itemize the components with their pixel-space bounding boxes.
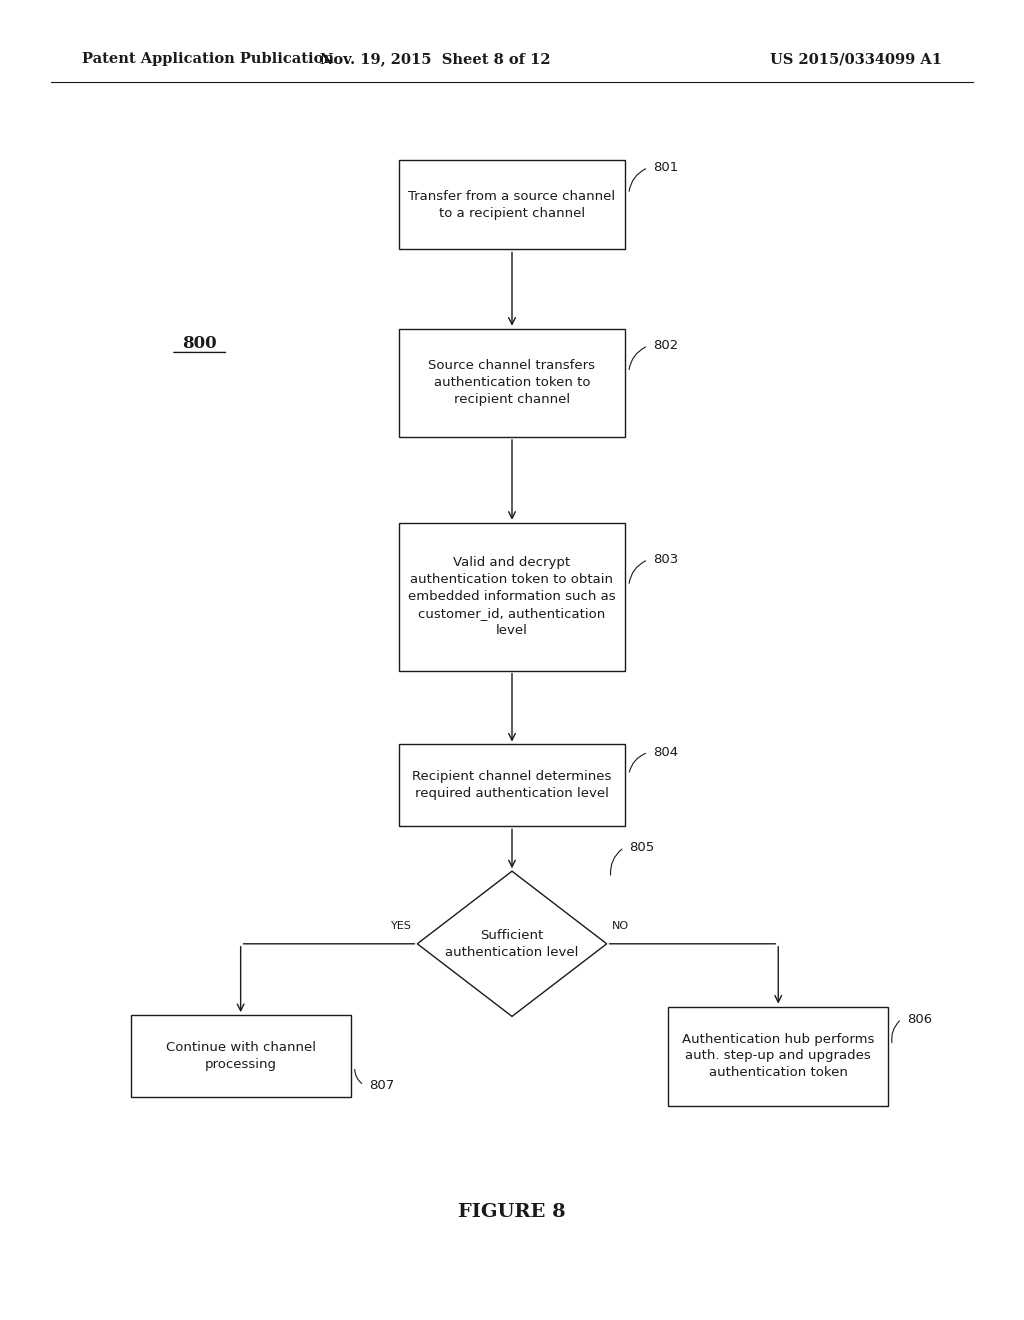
FancyBboxPatch shape (668, 1006, 888, 1106)
Text: Authentication hub performs
auth. step-up and upgrades
authentication token: Authentication hub performs auth. step-u… (682, 1032, 874, 1080)
Text: YES: YES (391, 920, 412, 931)
Text: Valid and decrypt
authentication token to obtain
embedded information such as
cu: Valid and decrypt authentication token t… (409, 556, 615, 638)
Text: 800: 800 (182, 335, 217, 351)
Text: 802: 802 (653, 339, 679, 352)
Text: Nov. 19, 2015  Sheet 8 of 12: Nov. 19, 2015 Sheet 8 of 12 (319, 53, 551, 66)
Text: Source channel transfers
authentication token to
recipient channel: Source channel transfers authentication … (428, 359, 596, 407)
Text: US 2015/0334099 A1: US 2015/0334099 A1 (770, 53, 942, 66)
FancyBboxPatch shape (399, 329, 625, 437)
FancyBboxPatch shape (399, 523, 625, 671)
FancyBboxPatch shape (399, 744, 625, 826)
Text: NO: NO (612, 920, 629, 931)
Text: 805: 805 (629, 841, 654, 854)
Text: Transfer from a source channel
to a recipient channel: Transfer from a source channel to a reci… (409, 190, 615, 219)
Text: Sufficient
authentication level: Sufficient authentication level (445, 929, 579, 958)
Text: FIGURE 8: FIGURE 8 (458, 1203, 566, 1221)
Polygon shape (418, 871, 606, 1016)
Text: 804: 804 (653, 746, 679, 759)
Text: Continue with channel
processing: Continue with channel processing (166, 1041, 315, 1071)
FancyBboxPatch shape (399, 160, 625, 249)
Text: 801: 801 (653, 161, 679, 174)
Text: 803: 803 (653, 553, 679, 566)
FancyBboxPatch shape (131, 1015, 350, 1097)
Text: 807: 807 (369, 1078, 394, 1092)
Text: Patent Application Publication: Patent Application Publication (82, 53, 334, 66)
Text: 806: 806 (907, 1012, 932, 1026)
Text: Recipient channel determines
required authentication level: Recipient channel determines required au… (413, 771, 611, 800)
